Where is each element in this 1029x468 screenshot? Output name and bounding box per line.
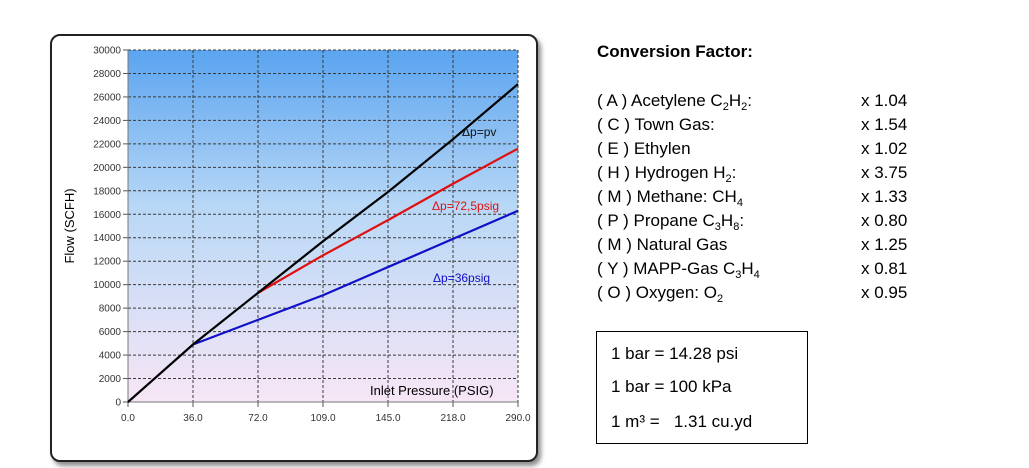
gas-factor: x 0.81 <box>861 259 908 278</box>
series-line-2 <box>192 209 519 346</box>
conversion-row: ( M ) Natural Gas x 1.25 <box>597 233 927 257</box>
x-tick-label: 109.0 <box>310 413 335 424</box>
subscript: 4 <box>753 269 760 281</box>
subscript: 3 <box>735 269 742 281</box>
conversion-row: ( O ) Oxygen: O2 x 0.95 <box>597 281 927 305</box>
unit-row-m3-cuyd: 1 m³ = 1.31 cu.yd <box>611 412 753 431</box>
subscript: 2 <box>725 173 732 185</box>
x-tick-label: 290.0 <box>505 413 530 424</box>
series-line-0 <box>127 83 519 403</box>
gas-name: ( H ) Hydrogen H2: <box>597 163 737 185</box>
series-label-36psig: Δp=36psig <box>433 271 490 285</box>
conversion-row: ( E ) Ethylen x 1.02 <box>597 137 927 161</box>
gas-name: ( P ) Propane C3H8: <box>597 211 745 233</box>
gas-name: ( A ) Acetylene C2H2: <box>597 91 752 113</box>
conversion-row: ( Y ) MAPP-Gas C3H4 x 0.81 <box>597 257 927 281</box>
conversion-row: ( P ) Propane C3H8: x 0.80 <box>597 209 927 233</box>
gas-name: ( C ) Town Gas: <box>597 115 715 134</box>
gas-name: ( M ) Methane: CH4 <box>597 187 743 209</box>
x-tick-label: 218.0 <box>440 413 465 424</box>
y-tick-label: 24000 <box>93 116 121 127</box>
y-tick-label: 8000 <box>99 304 122 315</box>
y-tick-label: 4000 <box>99 351 122 362</box>
y-tick-label: 6000 <box>99 327 122 338</box>
y-tick-label: 26000 <box>93 92 121 103</box>
series-label-pv: Δp=pv <box>462 125 496 139</box>
subscript: 2 <box>716 293 724 305</box>
unit-conversion-box: 1 bar = 14.28 psi 1 bar = 100 kPa 1 m³ =… <box>596 331 808 444</box>
axes <box>123 49 519 407</box>
y-tick-label: 30000 <box>93 46 121 57</box>
conversion-row: ( C ) Town Gas: x 1.54 <box>597 113 927 137</box>
conversion-factor-title: Conversion Factor: <box>597 42 753 61</box>
gas-factor: x 1.25 <box>861 235 908 254</box>
conversion-row: ( M ) Methane: CH4 x 1.33 <box>597 185 927 209</box>
gas-name: ( M ) Natural Gas <box>597 235 728 254</box>
y-tick-label: 10000 <box>93 280 121 291</box>
y-tick-label: 20000 <box>93 163 121 174</box>
grid-lines <box>128 49 519 402</box>
x-tick-label: 72.0 <box>248 413 268 424</box>
gas-factor: x 1.02 <box>861 139 908 158</box>
series-lines <box>127 83 519 403</box>
y-tick-label: 18000 <box>93 186 121 197</box>
y-tick-label: 14000 <box>93 233 121 244</box>
gas-factor: x 1.04 <box>861 91 908 110</box>
gas-factor: x 0.95 <box>861 283 908 302</box>
conversion-row: ( A ) Acetylene C2H2: x 1.04 <box>597 89 927 113</box>
x-tick-label: 145.0 <box>375 413 400 424</box>
subscript: 8 <box>733 221 740 233</box>
series-label-72-5psig: Δp=72,5psig <box>432 199 499 213</box>
conversion-factor-list: ( A ) Acetylene C2H2: x 1.04 ( C ) Town Ga… <box>597 89 927 305</box>
subscript: 2 <box>741 101 748 113</box>
gas-name: ( Y ) MAPP-Gas C3H4 <box>597 259 760 281</box>
flow-chart-frame: 0 2000 4000 6000 8000 10000 12000 14000 16000 180… <box>50 34 538 462</box>
subscript: 3 <box>714 221 721 233</box>
x-tick-label: 0.0 <box>121 413 135 424</box>
y-tick-label: 12000 <box>93 257 121 268</box>
gas-name: ( E ) Ethylen <box>597 139 691 158</box>
gas-factor: x 1.54 <box>861 115 908 134</box>
gas-factor: x 0.80 <box>861 211 908 230</box>
y-tick-label: 16000 <box>93 210 121 221</box>
gas-factor: x 1.33 <box>861 187 908 206</box>
gas-name: ( O ) Oxygen: O2 <box>597 283 724 305</box>
unit-row-bar-kpa: 1 bar = 100 kPa <box>611 377 732 396</box>
conversion-row: ( H ) Hydrogen H2: x 3.75 <box>597 161 927 185</box>
y-tick-label: 0 <box>115 398 121 409</box>
y-tick-label: 22000 <box>93 139 121 150</box>
y-axis-title: Flow (SCFH) <box>62 188 77 263</box>
gas-factor: x 3.75 <box>861 163 908 182</box>
unit-row-bar-psi: 1 bar = 14.28 psi <box>611 344 739 363</box>
flow-chart: 0 2000 4000 6000 8000 10000 12000 14000 16000 180… <box>62 46 531 425</box>
y-tick-label: 28000 <box>93 69 121 80</box>
x-tick-label: 36.0 <box>183 413 203 424</box>
x-axis-title: Inlet Pressure (PSIG) <box>370 383 494 398</box>
series-line-1 <box>257 147 519 294</box>
tick-labels: 0 2000 4000 6000 8000 10000 12000 14000 16000 180… <box>93 46 531 425</box>
y-tick-label: 2000 <box>99 374 122 385</box>
subscript: 2 <box>722 101 729 113</box>
subscript: 4 <box>736 197 743 209</box>
